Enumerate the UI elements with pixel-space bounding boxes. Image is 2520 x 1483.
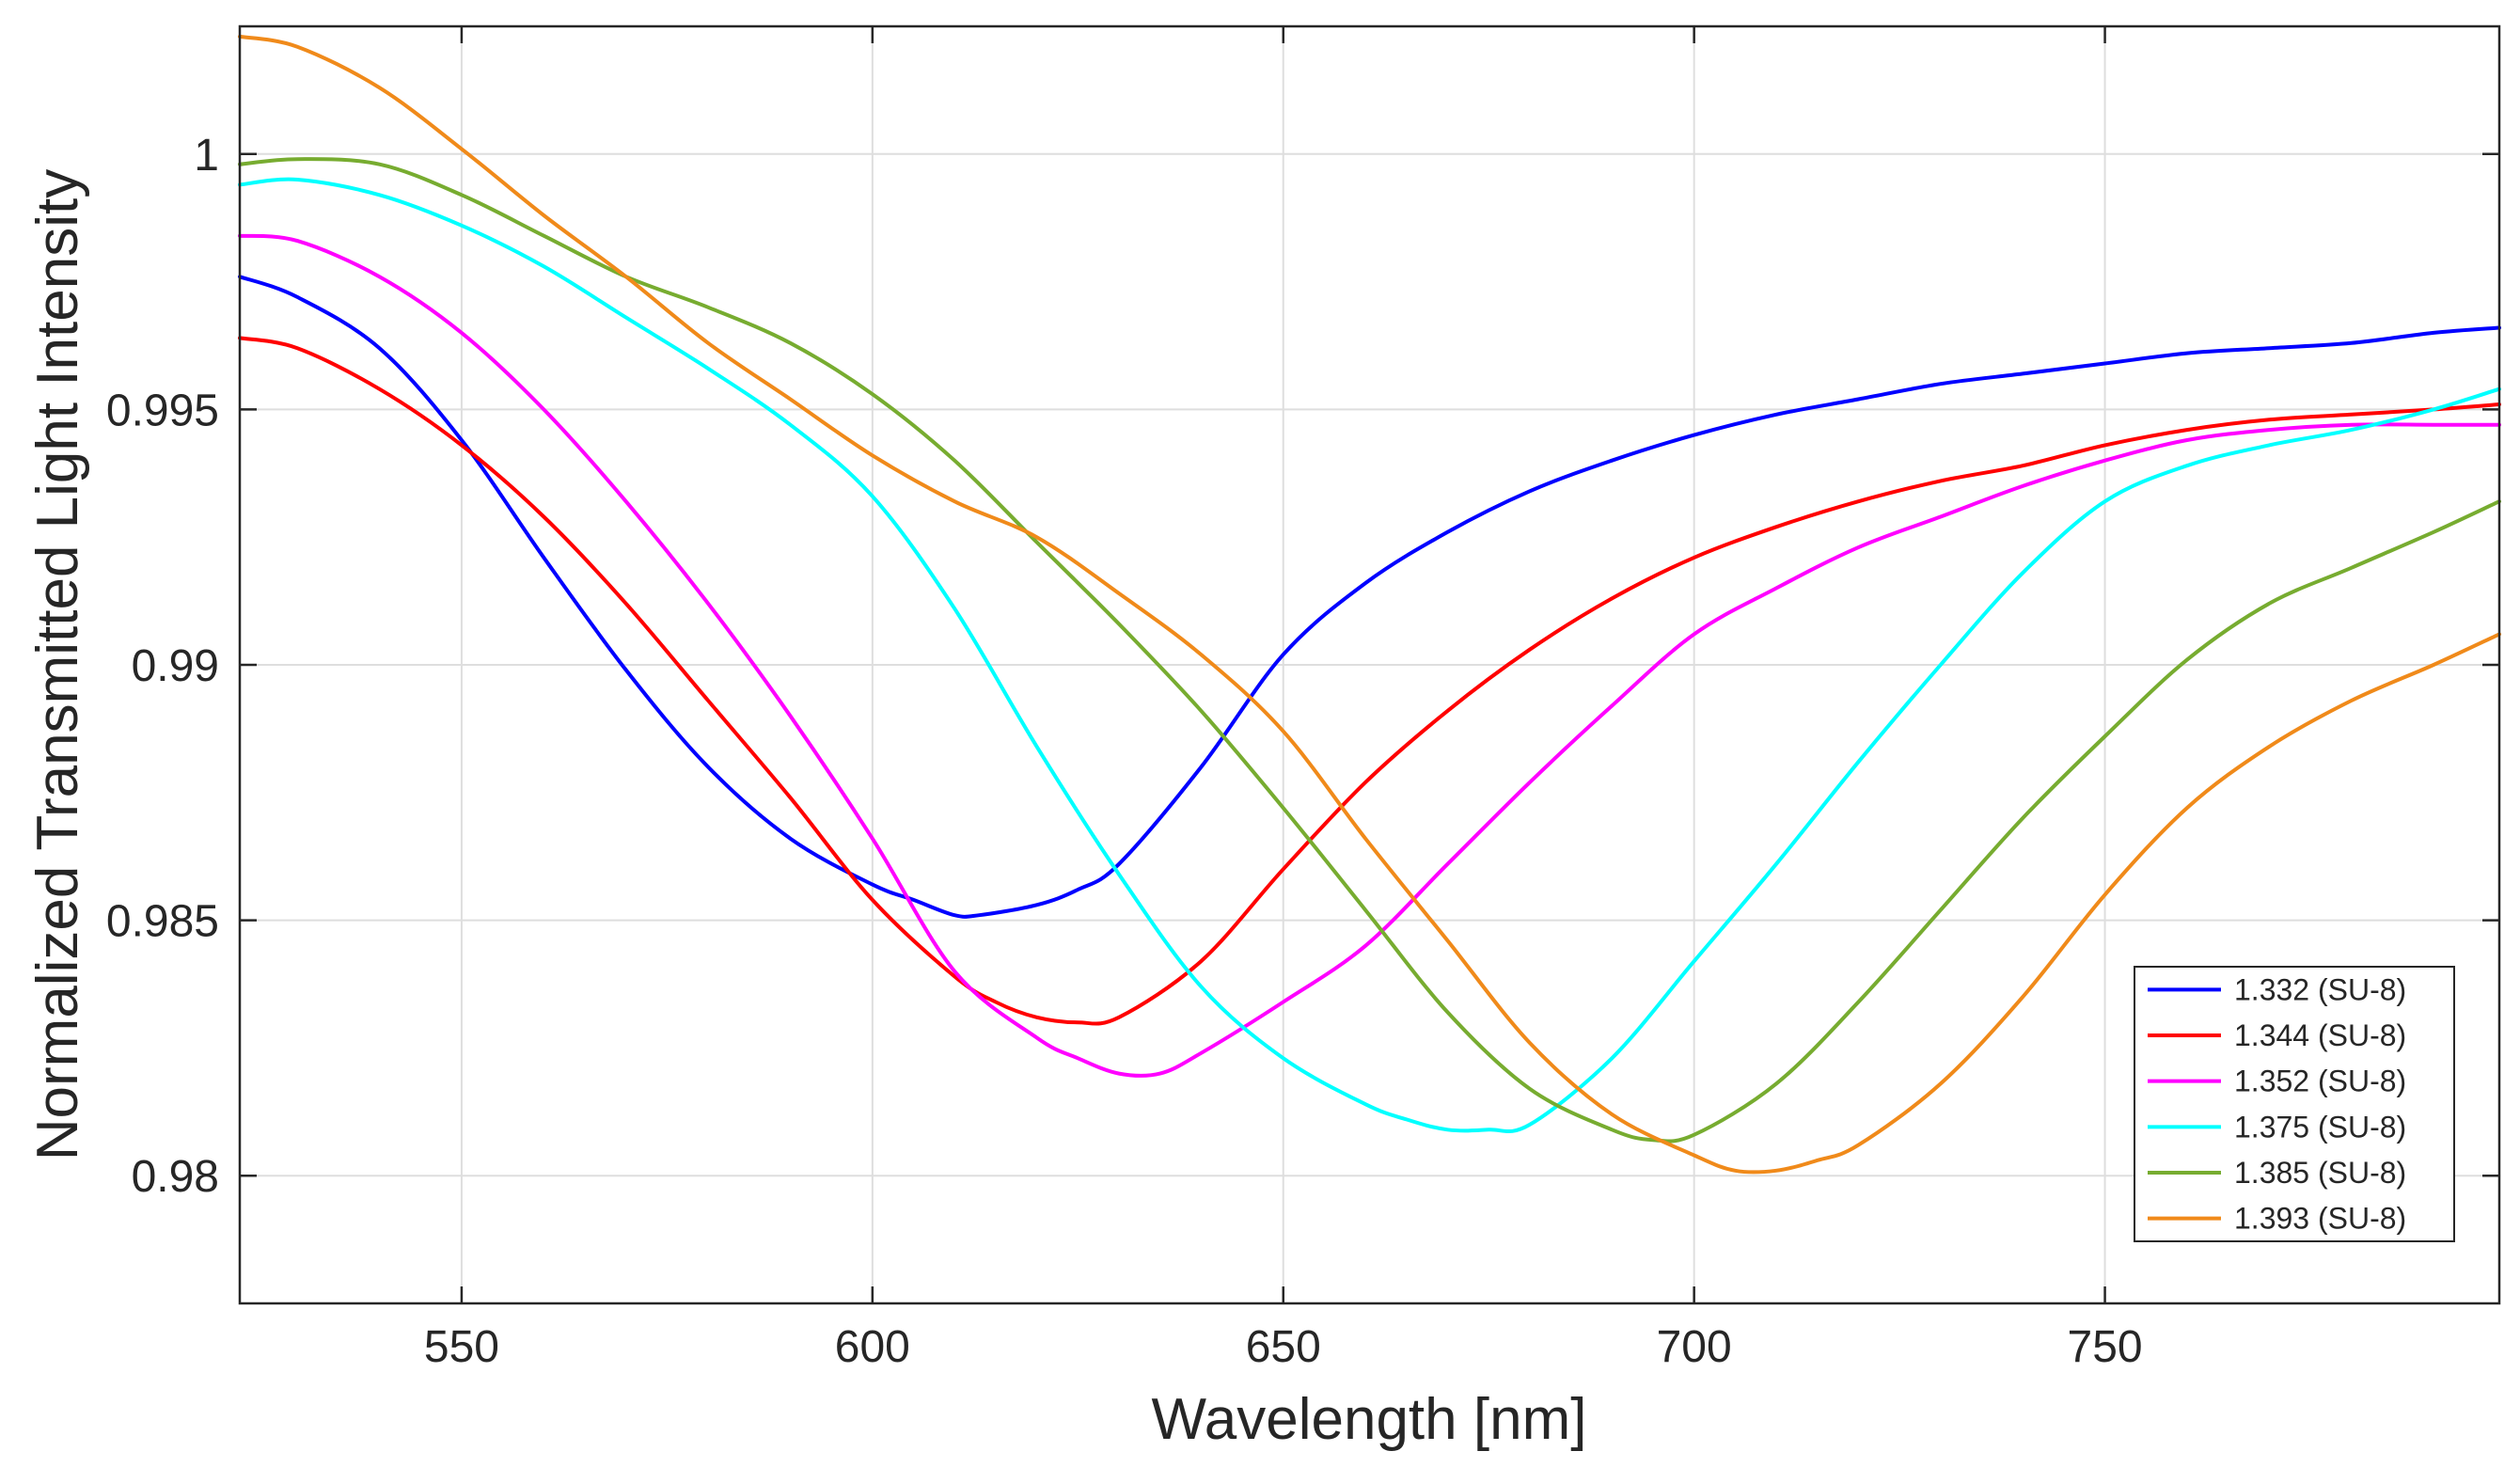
series-line (238, 157, 2501, 1144)
series-line (238, 275, 2501, 919)
y-tick-label: 0.99 (132, 641, 219, 691)
legend-label: 1.352 (SU-8) (2234, 1065, 2406, 1098)
series-line (238, 233, 2501, 1078)
axis-ticks: 550 600 650 700 750 0.98 0.985 0.99 0.995 1 (106, 26, 2499, 1372)
x-tick-label: 600 (835, 1322, 910, 1372)
y-tick-label: 0.985 (106, 897, 219, 947)
grid-lines (240, 26, 2499, 1303)
legend-box (2134, 966, 2455, 1242)
legend-label: 1.385 (SU-8) (2234, 1156, 2406, 1190)
series-line (238, 177, 2501, 1134)
x-tick-label: 700 (1657, 1322, 1732, 1372)
series-lines (238, 34, 2501, 1175)
y-axis-title: Normalized Transmitted Light Intensity (25, 169, 90, 1160)
series-line (238, 336, 2501, 1026)
x-axis-title: Wavelength [nm] (1152, 1387, 1587, 1452)
x-tick-label: 550 (424, 1322, 499, 1372)
y-tick-label: 0.995 (106, 386, 219, 435)
series-line (238, 34, 2501, 1175)
x-tick-label: 650 (1246, 1322, 1321, 1372)
legend-label: 1.344 (SU-8) (2234, 1018, 2406, 1052)
x-tick-label: 750 (2068, 1322, 2143, 1372)
y-tick-label: 0.98 (132, 1152, 219, 1202)
legend-label: 1.375 (SU-8) (2234, 1110, 2406, 1144)
legend-label: 1.332 (SU-8) (2234, 972, 2406, 1006)
legend: 1.332 (SU-8) 1.344 (SU-8) 1.352 (SU-8) 1.37… (2134, 966, 2455, 1242)
y-tick-label: 1 (194, 131, 219, 181)
legend-label: 1.393 (SU-8) (2234, 1202, 2406, 1236)
